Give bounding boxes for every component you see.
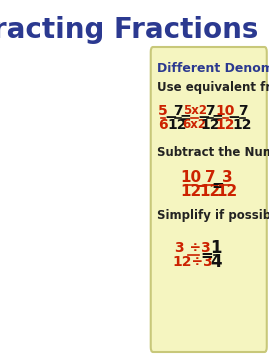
Text: 12: 12 — [201, 118, 220, 132]
Text: =: = — [179, 111, 191, 125]
Text: 6x2: 6x2 — [183, 118, 207, 131]
Text: 1: 1 — [210, 239, 221, 257]
Text: =: = — [200, 248, 213, 262]
Text: 12: 12 — [233, 118, 252, 132]
Text: 3: 3 — [222, 170, 232, 186]
Text: −: − — [198, 110, 210, 126]
Text: 5: 5 — [158, 104, 168, 118]
Text: 12: 12 — [180, 184, 202, 200]
Text: 10: 10 — [180, 170, 202, 186]
Text: −: − — [227, 110, 240, 126]
Text: 12: 12 — [168, 118, 187, 132]
Text: 4: 4 — [210, 253, 221, 271]
Text: 12: 12 — [216, 184, 238, 200]
Text: 5x2: 5x2 — [183, 104, 207, 117]
Text: 3 ÷3: 3 ÷3 — [175, 241, 211, 255]
Text: 7: 7 — [173, 104, 182, 118]
Text: Subtracting Fractions: Subtracting Fractions — [0, 16, 258, 44]
Text: =: = — [212, 111, 223, 125]
Text: Simplify if possible: Simplify if possible — [157, 209, 269, 222]
Text: 12: 12 — [199, 184, 221, 200]
Text: 6: 6 — [158, 118, 168, 132]
Text: −: − — [194, 176, 208, 194]
Text: 12: 12 — [216, 118, 235, 132]
Text: 10: 10 — [216, 104, 235, 118]
Text: 12÷3: 12÷3 — [173, 255, 214, 269]
Text: −: − — [165, 110, 177, 126]
Text: 7: 7 — [204, 170, 215, 186]
Text: =: = — [211, 178, 224, 192]
Text: Use equivalent fractions: Use equivalent fractions — [157, 82, 269, 95]
Text: 7: 7 — [206, 104, 215, 118]
Text: Different Denominators: Different Denominators — [157, 61, 269, 74]
Text: Subtract the Numerators: Subtract the Numerators — [157, 145, 269, 158]
FancyBboxPatch shape — [151, 47, 267, 352]
Text: 7: 7 — [238, 104, 247, 118]
